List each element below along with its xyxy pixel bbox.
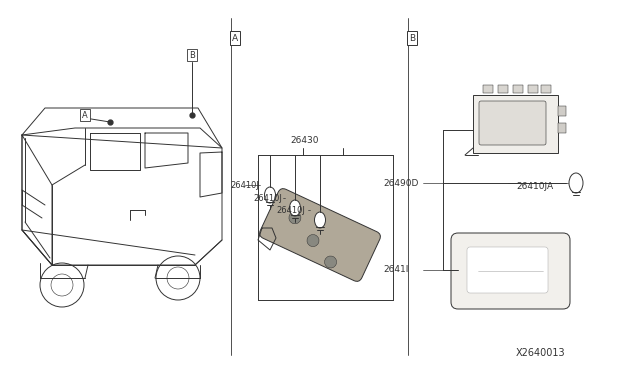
Text: 26410J: 26410J: [230, 180, 259, 189]
Text: B: B: [189, 51, 195, 60]
Bar: [558, 106, 566, 116]
Bar: [528, 85, 538, 93]
Ellipse shape: [569, 173, 583, 193]
Text: A: A: [232, 33, 238, 42]
Text: B: B: [409, 33, 415, 42]
Ellipse shape: [264, 187, 275, 203]
Text: 26430: 26430: [290, 135, 319, 144]
FancyBboxPatch shape: [479, 101, 546, 145]
Text: 26410J: 26410J: [253, 193, 282, 202]
Bar: [483, 85, 493, 93]
FancyBboxPatch shape: [451, 233, 570, 309]
Bar: [558, 123, 566, 133]
Text: A: A: [82, 110, 88, 119]
Text: 26490D: 26490D: [383, 179, 419, 187]
Circle shape: [289, 212, 301, 224]
Text: 2641l: 2641l: [383, 266, 408, 275]
Bar: [513, 85, 523, 93]
Bar: [541, 85, 551, 93]
FancyBboxPatch shape: [473, 95, 558, 153]
FancyBboxPatch shape: [467, 247, 548, 293]
Text: 26410J: 26410J: [276, 205, 305, 215]
FancyBboxPatch shape: [260, 189, 380, 281]
Text: 26410JA: 26410JA: [516, 182, 553, 190]
Ellipse shape: [289, 200, 301, 216]
Circle shape: [307, 235, 319, 247]
Circle shape: [324, 256, 337, 268]
Text: X2640013: X2640013: [515, 348, 565, 358]
Bar: [498, 85, 508, 93]
Ellipse shape: [314, 212, 326, 228]
